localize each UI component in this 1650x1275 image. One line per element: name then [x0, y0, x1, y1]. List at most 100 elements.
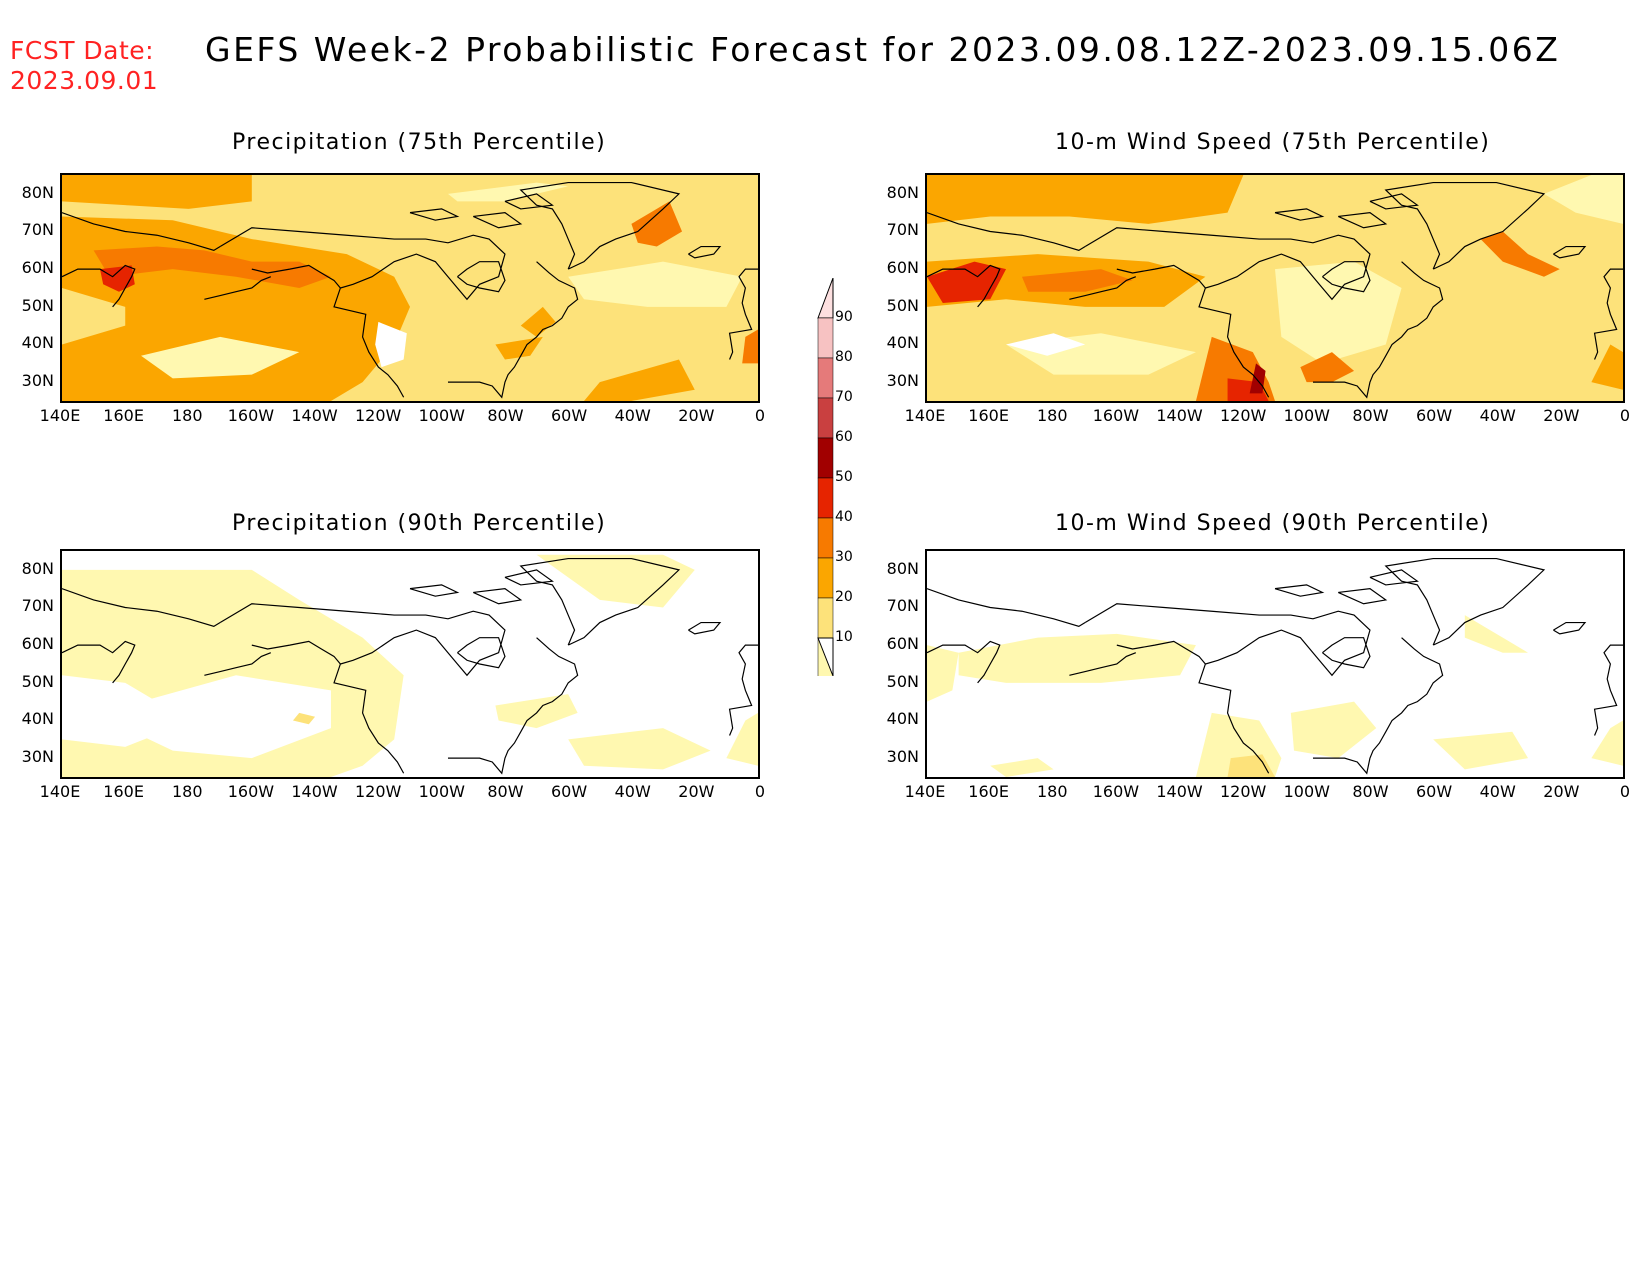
colorbar-box	[817, 437, 834, 479]
coastline	[927, 557, 1623, 775]
lon-tick-label: 20W	[1543, 406, 1580, 425]
probability-contour	[568, 728, 711, 770]
lon-tick-label: 60W	[1415, 782, 1453, 801]
lon-tick-label: 0	[1619, 782, 1631, 801]
probability-contour	[927, 175, 1244, 224]
lon-tick-label: 0	[1619, 406, 1631, 425]
lon-tick-label: 140W	[291, 782, 338, 801]
lon-tick-label: 100W	[1283, 782, 1330, 801]
lon-tick-label: 100W	[418, 782, 465, 801]
lon-tick-label: 0	[754, 782, 766, 801]
lon-tick-label: 60W	[1415, 406, 1453, 425]
lat-tick-label: 60N	[21, 634, 54, 653]
lat-tick-label: 30N	[886, 747, 919, 766]
probability-contour	[927, 645, 959, 702]
lon-tick-label: 40W	[614, 782, 651, 801]
lat-tick-label: 60N	[886, 258, 919, 277]
probability-contour	[584, 359, 695, 401]
panel-title-precip-90: Precipitation (90th Percentile)	[232, 511, 607, 536]
colorbar-tick-label: 20	[835, 589, 853, 605]
lat-tick-label: 30N	[886, 371, 919, 390]
lat-tick-label: 40N	[886, 333, 919, 352]
coastline	[62, 557, 758, 775]
forecast-date-label: FCST Date:	[10, 36, 155, 65]
lon-tick-label: 40W	[1479, 782, 1516, 801]
probability-contour	[1433, 731, 1529, 770]
lat-tick-label: 80N	[886, 183, 919, 202]
lon-tick-label: 80W	[1352, 406, 1389, 425]
lat-tick-label: 70N	[21, 220, 54, 239]
lon-tick-label: 140E	[39, 406, 81, 425]
lat-tick-label: 80N	[21, 559, 54, 578]
lon-tick-label: 120W	[1219, 406, 1267, 425]
probability-contour	[742, 329, 758, 364]
lon-tick-label: 160W	[1092, 406, 1140, 425]
probability-contour	[927, 261, 1007, 304]
probability-contour	[1290, 701, 1377, 759]
lon-tick-label: 80W	[1352, 782, 1389, 801]
lon-tick-label: 20W	[678, 782, 715, 801]
lon-tick-label: 160E	[968, 406, 1009, 425]
colorbar-box	[817, 477, 834, 519]
probability-contour	[495, 694, 578, 729]
lon-tick-label: 140W	[1156, 782, 1203, 801]
map-canvas	[927, 551, 1623, 777]
lon-tick-label: 180	[171, 782, 203, 801]
lat-tick-label: 50N	[21, 672, 54, 691]
probability-contour	[1275, 261, 1402, 364]
colorbar-box	[817, 597, 834, 639]
colorbar-box	[817, 557, 834, 599]
lon-tick-label: 140W	[1156, 406, 1203, 425]
probability-contour	[568, 261, 743, 307]
probability-contour	[1591, 720, 1623, 766]
panel-title-precip-75: Precipitation (75th Percentile)	[232, 130, 607, 155]
lon-tick-label: 140W	[291, 406, 338, 425]
lon-tick-label: 80W	[487, 782, 524, 801]
lon-tick-label: 160W	[227, 782, 275, 801]
colorbar-box	[817, 397, 834, 439]
map-canvas	[927, 175, 1623, 401]
colorbar-tick-label: 60	[835, 429, 853, 445]
lon-tick-label: 160E	[968, 782, 1009, 801]
lon-tick-label: 140E	[39, 782, 81, 801]
panel-title-wind-75: 10-m Wind Speed (75th Percentile)	[1055, 130, 1491, 155]
lon-tick-label: 160W	[1092, 782, 1140, 801]
colorbar-bottom-triangle	[817, 637, 834, 676]
lon-tick-label: 120W	[1219, 782, 1267, 801]
lat-tick-label: 70N	[21, 596, 54, 615]
lat-tick-label: 70N	[886, 596, 919, 615]
lon-tick-label: 20W	[678, 406, 715, 425]
lon-tick-label: 80W	[487, 406, 524, 425]
colorbar-box	[817, 317, 834, 359]
colorbar-box	[817, 517, 834, 559]
colorbar-top-triangle	[817, 278, 834, 319]
lat-tick-label: 50N	[886, 672, 919, 691]
lon-tick-label: 180	[171, 406, 203, 425]
probability-contour	[520, 306, 556, 337]
probability-contour	[990, 758, 1054, 777]
probability-contour	[1464, 615, 1529, 653]
probability-contour	[1006, 333, 1086, 356]
lon-tick-label: 0	[754, 406, 766, 425]
probability-contour	[1300, 352, 1355, 383]
forecast-date-value: 2023.09.01	[10, 66, 159, 95]
lon-tick-label: 60W	[550, 406, 588, 425]
map-wind-75	[925, 173, 1625, 403]
lon-tick-label: 160E	[103, 406, 144, 425]
probability-contour	[495, 336, 543, 360]
lat-tick-label: 60N	[886, 634, 919, 653]
map-canvas	[62, 551, 758, 777]
lon-tick-label: 60W	[550, 782, 588, 801]
colorbar-tick-label: 10	[835, 629, 853, 645]
probability-contour	[536, 554, 695, 608]
probability-contour	[1591, 344, 1623, 390]
lon-tick-label: 100W	[1283, 406, 1330, 425]
colorbar	[817, 278, 834, 676]
lon-tick-label: 160W	[227, 406, 275, 425]
colorbar-box	[817, 357, 834, 399]
colorbar-tick-label: 40	[835, 509, 853, 525]
colorbar-tick-label: 50	[835, 469, 853, 485]
probability-contour	[1227, 754, 1275, 777]
probability-contour	[1480, 231, 1560, 277]
probability-contour	[1543, 175, 1623, 224]
